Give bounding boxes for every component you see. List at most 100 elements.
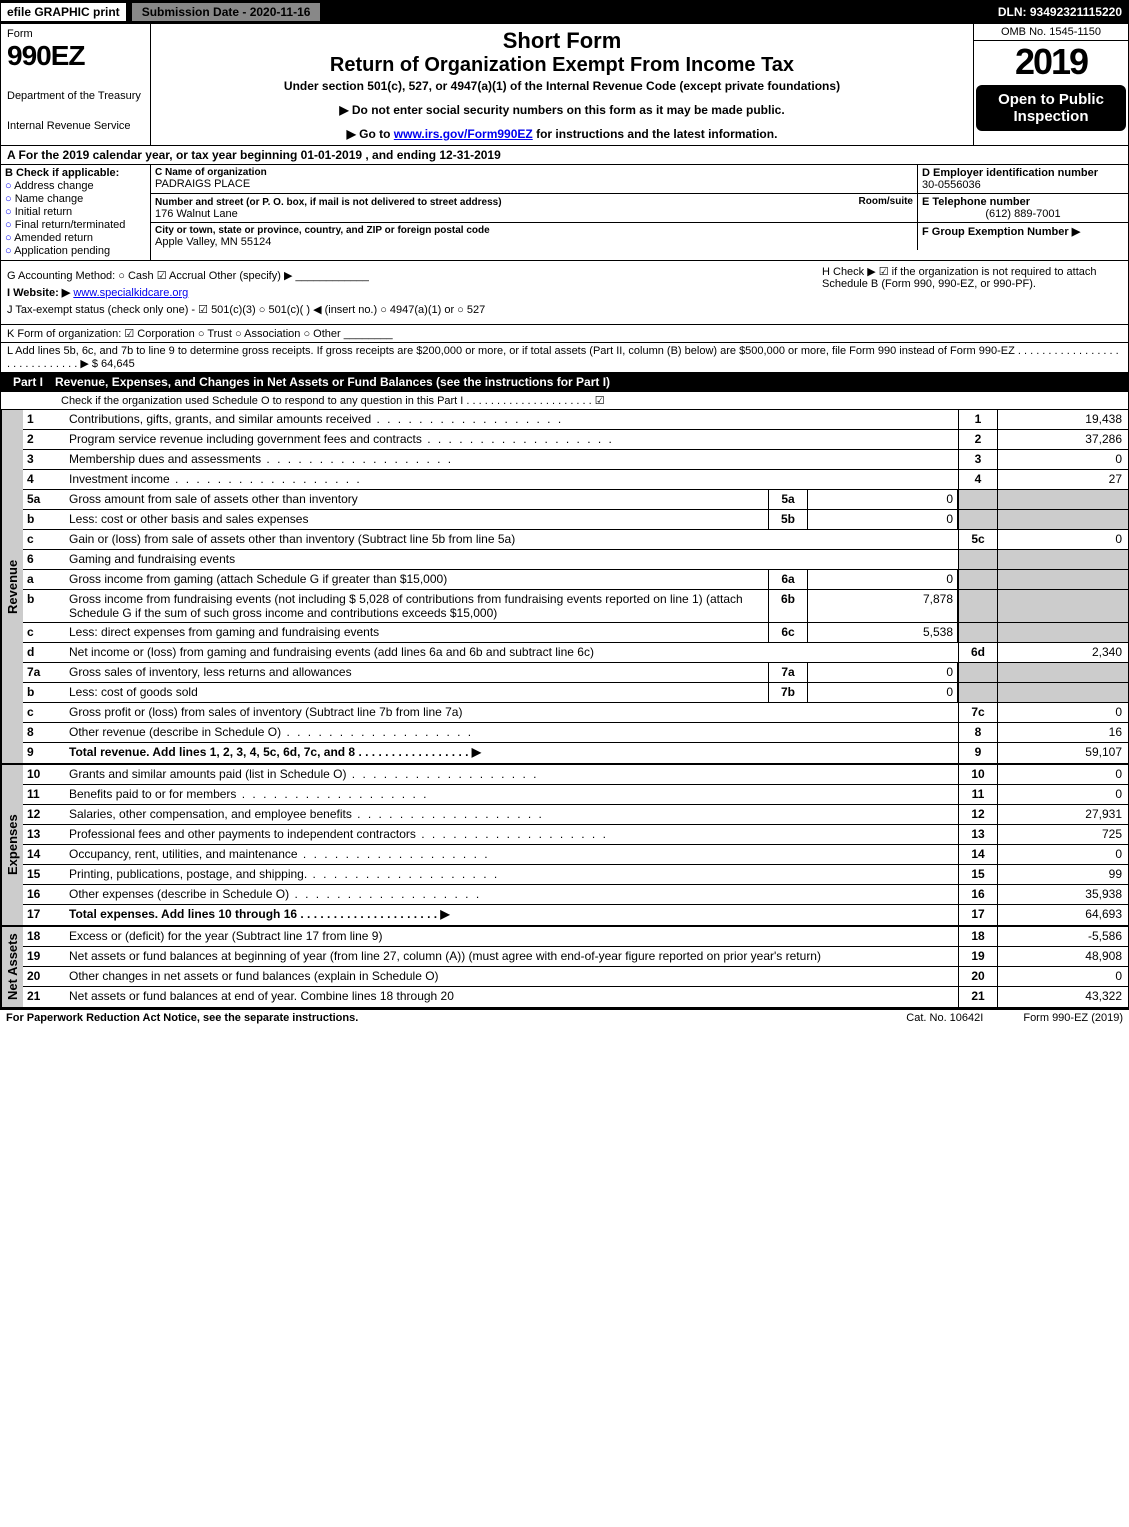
row-13: 13Professional fees and other payments t… [23,825,1128,845]
desc: Membership dues and assessments [65,450,958,469]
val: 64,693 [998,905,1128,925]
desc: Printing, publications, postage, and shi… [65,865,958,884]
num: 2 [958,430,998,449]
ln: 13 [23,825,65,844]
desc: Gain or (loss) from sale of assets other… [65,530,958,549]
header-mid: Short Form Return of Organization Exempt… [151,24,973,145]
page-footer: For Paperwork Reduction Act Notice, see … [0,1008,1129,1026]
val: 0 [998,785,1128,804]
dln-label: DLN: 93492321115220 [998,5,1128,19]
chk-amended[interactable]: Amended return [5,232,146,244]
j-tax-exempt: J Tax-exempt status (check only one) - ☑… [7,303,1122,316]
goto-line: ▶ Go to www.irs.gov/Form990EZ for instru… [157,127,967,141]
val: 48,908 [998,947,1128,966]
ein-value: 30-0556036 [922,179,1124,191]
desc: Excess or (deficit) for the year (Subtra… [65,927,958,946]
side-expenses: Expenses [1,765,23,925]
val-grey [998,663,1128,682]
ln: b [23,590,65,622]
desc: Other revenue (describe in Schedule O) [65,723,958,742]
sn: 7a [768,663,808,682]
ln: b [23,510,65,529]
row-15: 15Printing, publications, postage, and s… [23,865,1128,885]
website-link[interactable]: www.specialkidcare.org [73,287,188,299]
row-5b: bLess: cost or other basis and sales exp… [23,510,1128,530]
val: 19,438 [998,410,1128,429]
warning-ssn: ▶ Do not enter social security numbers o… [157,103,967,117]
row-1: 1Contributions, gifts, grants, and simil… [23,410,1128,430]
row-4: 4Investment income427 [23,470,1128,490]
cat-number: Cat. No. 10642I [906,1012,983,1024]
num: 19 [958,947,998,966]
desc: Net income or (loss) from gaming and fun… [65,643,958,662]
l-gross-receipts: L Add lines 5b, 6c, and 7b to line 9 to … [0,343,1129,373]
desc: Gross income from fundraising events (no… [65,590,768,622]
row-a-tax-year: A For the 2019 calendar year, or tax yea… [0,146,1129,165]
num: 13 [958,825,998,844]
top-bar: efile GRAPHIC print Submission Date - 20… [0,0,1129,24]
val: 27,931 [998,805,1128,824]
ln: 14 [23,845,65,864]
ln: 16 [23,885,65,904]
desc: Gross amount from sale of assets other t… [65,490,768,509]
desc: Other expenses (describe in Schedule O) [65,885,958,904]
row-6a: aGross income from gaming (attach Schedu… [23,570,1128,590]
ln: b [23,683,65,702]
room-label: Room/suite [859,196,913,207]
chk-name-change[interactable]: Name change [5,193,146,205]
group-exemption-cell: F Group Exemption Number ▶ [918,223,1128,250]
part-i-header: Part I Revenue, Expenses, and Changes in… [0,373,1129,392]
dept-irs: Internal Revenue Service [7,120,144,132]
desc: Occupancy, rent, utilities, and maintena… [65,845,958,864]
num: 18 [958,927,998,946]
val: 99 [998,865,1128,884]
form-header: Form 990EZ Department of the Treasury In… [0,24,1129,146]
ghij-block: H Check ▶ ☑ if the organization is not r… [0,261,1129,325]
chk-final-return[interactable]: Final return/terminated [5,219,146,231]
sn: 6b [768,590,808,622]
val-grey [998,590,1128,622]
short-form-title: Short Form [157,28,967,54]
submission-date-button[interactable]: Submission Date - 2020-11-16 [132,3,321,21]
h-schedule-b: H Check ▶ ☑ if the organization is not r… [822,265,1122,290]
goto-pre: ▶ Go to [347,127,394,141]
sv: 0 [808,683,958,702]
chk-address-change[interactable]: Address change [5,180,146,192]
val: 0 [998,703,1128,722]
desc: Program service revenue including govern… [65,430,958,449]
row-8: 8Other revenue (describe in Schedule O)8… [23,723,1128,743]
phone-cell: E Telephone number (612) 889-7001 [918,194,1128,222]
desc: Total revenue. Add lines 1, 2, 3, 4, 5c,… [65,743,958,763]
efile-button[interactable]: efile GRAPHIC print [1,3,126,21]
val: 59,107 [998,743,1128,763]
irs-link[interactable]: www.irs.gov/Form990EZ [394,127,533,141]
street-cell: Number and street (or P. O. box, if mail… [151,194,918,222]
sv: 0 [808,663,958,682]
subtitle: Under section 501(c), 527, or 4947(a)(1)… [157,79,967,93]
return-title: Return of Organization Exempt From Incom… [157,54,967,77]
val-grey [998,550,1128,569]
row-21: 21Net assets or fund balances at end of … [23,987,1128,1007]
num-grey [958,663,998,682]
row-7a: 7aGross sales of inventory, less returns… [23,663,1128,683]
val-grey [998,510,1128,529]
b-label: B Check if applicable: [5,167,146,179]
sv: 0 [808,510,958,529]
sn: 5b [768,510,808,529]
ln: 21 [23,987,65,1007]
num: 10 [958,765,998,784]
num-grey [958,683,998,702]
row-5a: 5aGross amount from sale of assets other… [23,490,1128,510]
val: 0 [998,765,1128,784]
chk-initial-return[interactable]: Initial return [5,206,146,218]
ein-cell: D Employer identification number 30-0556… [918,165,1128,193]
street-label: Number and street (or P. O. box, if mail… [155,197,502,208]
omb-number: OMB No. 1545-1150 [974,24,1128,41]
desc: Total expenses. Add lines 10 through 16 … [65,905,958,925]
row-5c: cGain or (loss) from sale of assets othe… [23,530,1128,550]
desc: Investment income [65,470,958,489]
row-2: 2Program service revenue including gover… [23,430,1128,450]
tax-year: 2019 [974,41,1128,83]
ln: 15 [23,865,65,884]
chk-app-pending[interactable]: Application pending [5,245,146,257]
